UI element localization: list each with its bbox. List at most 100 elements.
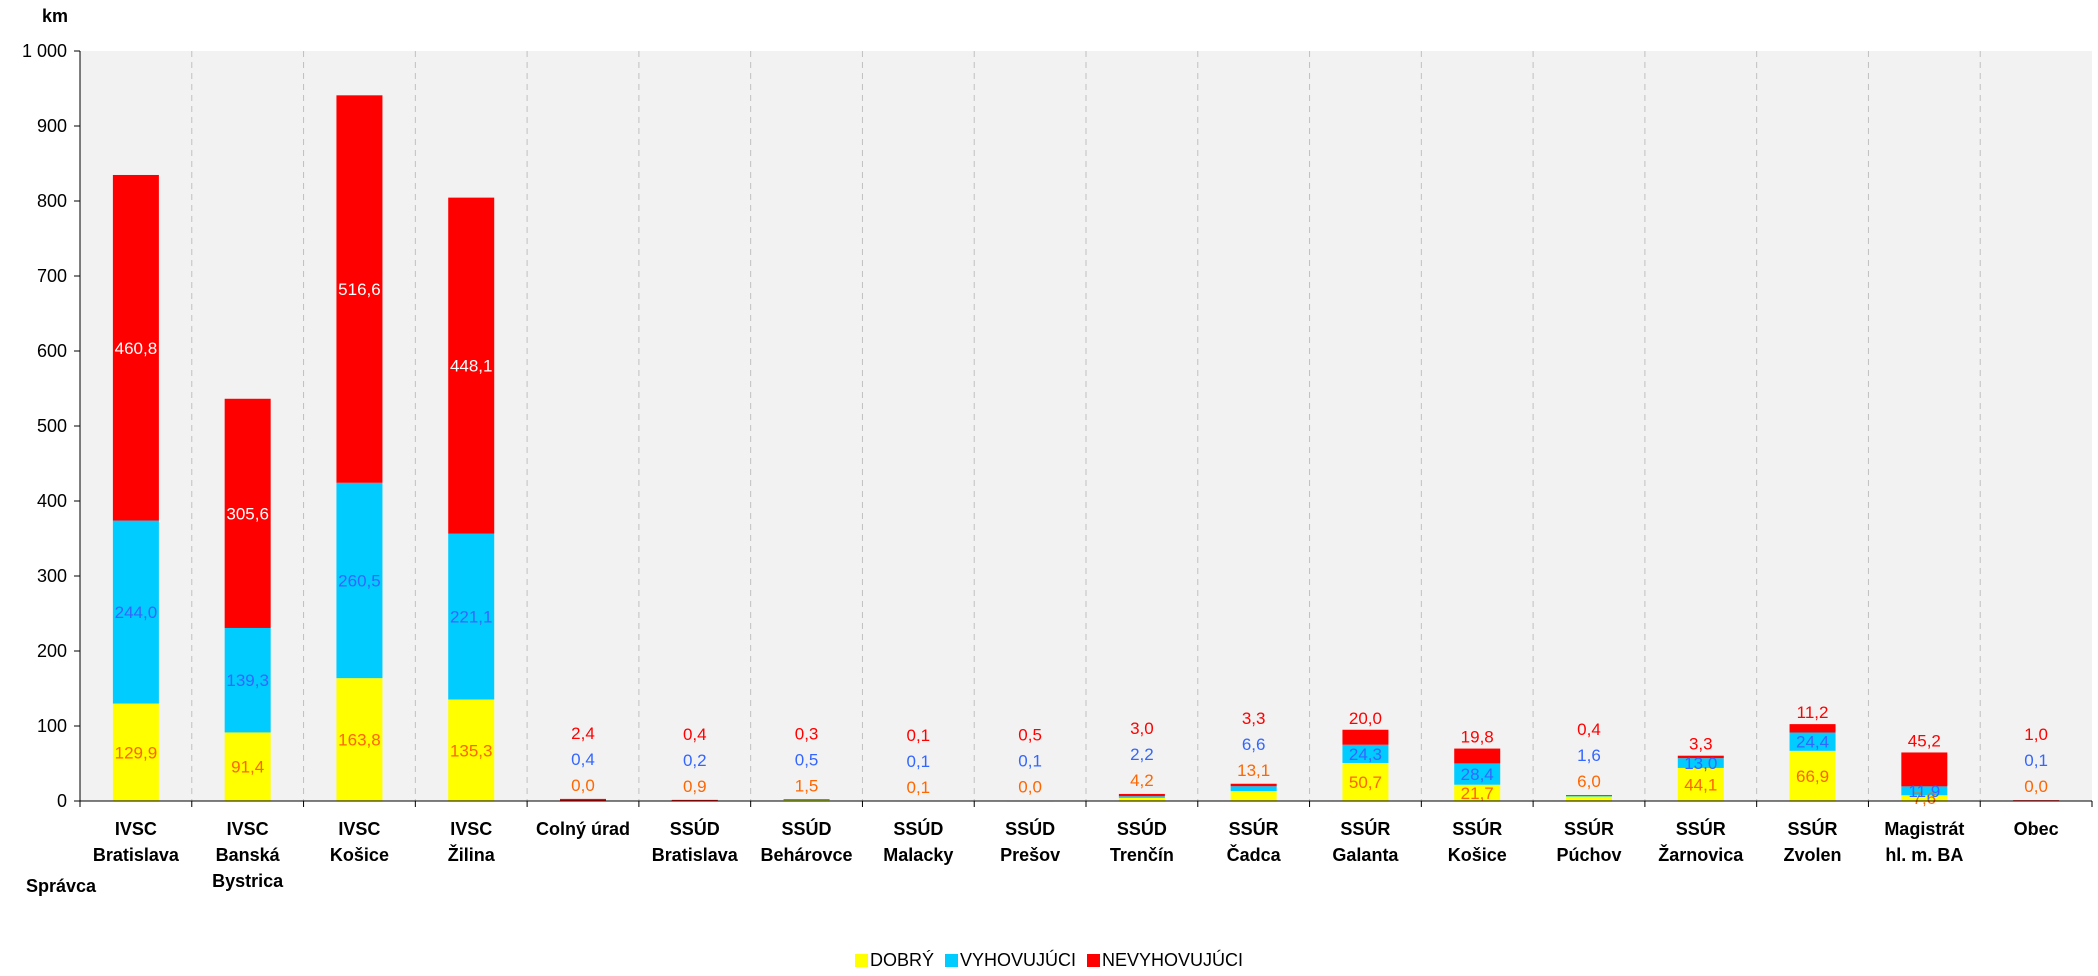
data-labels: 129,9 244,0 460,8 91,4 139,3 305,6 163,8 260,5 5… (115, 280, 2048, 808)
legend-item-vyhovujuci: VYHOVUJÚCI (944, 950, 1076, 970)
category-label-line: Behárovce (761, 845, 853, 865)
bar-nevyhovujuci-magistrat-hl-m-ba (1901, 752, 1948, 787)
data-label-nevyhovujuci: 3,3 (1689, 735, 1713, 754)
category-label-line: SSÚD (782, 818, 832, 839)
data-label-dobry: 129,9 (115, 743, 158, 762)
legend-swatch-nevyhovujuci (1087, 954, 1101, 967)
category-label-line: Púchov (1556, 845, 1621, 865)
category-label-line: SSÚR (1229, 818, 1279, 839)
bar-dobry-ssud-trencin (1118, 797, 1165, 801)
category-label-line: SSÚR (1340, 818, 1390, 839)
bar-nevyhovujuci-ssur-kosice (1454, 748, 1501, 764)
y-tick-label: 100 (37, 716, 67, 736)
bar-nevyhovujuci-ivsc-bratislava (112, 174, 159, 521)
bar-vyhovujuci-ivsc-banska-bystrica (224, 627, 271, 733)
category-label-line: SSÚD (1117, 818, 1167, 839)
category-label-line: Prešov (1000, 845, 1060, 865)
category-label-ssud-bratislava: SSÚD Bratislava (652, 818, 739, 865)
y-tick-label: 600 (37, 341, 67, 361)
bar-dobry-magistrat-hl-m-ba (1901, 795, 1948, 801)
category-label-ssur-kosice: SSÚR Košice (1448, 818, 1507, 865)
data-label-nevyhovujuci: 0,3 (795, 724, 819, 743)
category-label-ivsc-kosice: IVSC Košice (330, 819, 389, 865)
category-label-line: SSÚR (1788, 818, 1838, 839)
category-label-line: Žilina (448, 844, 496, 865)
data-label-nevyhovujuci: 0,1 (907, 726, 931, 745)
category-label-ssud-beharovce: SSÚD Behárovce (761, 818, 853, 865)
data-label-vyhovujuci: 0,1 (1018, 752, 1042, 771)
bar-dobry-ivsc-banska-bystrica (224, 732, 271, 801)
category-label-ssud-trencin: SSÚD Trenčín (1110, 818, 1174, 865)
data-label-vyhovujuci: 221,1 (450, 608, 493, 627)
data-label-vyhovujuci: 139,3 (226, 671, 269, 690)
bar-vyhovujuci-ssur-galanta (1342, 744, 1389, 763)
data-label-dobry: 21,7 (1461, 784, 1494, 803)
category-label-ssud-malacky: SSÚD Malacky (883, 818, 953, 865)
data-label-dobry: 6,0 (1577, 772, 1601, 791)
y-tick-label: 0 (57, 791, 67, 811)
grid-lines (191, 51, 1981, 801)
y-tick-label: 500 (37, 416, 67, 436)
bar-vyhovujuci-ivsc-zilina (448, 533, 495, 700)
bar-nevyhovujuci-ssud-beharovce (783, 799, 830, 800)
category-label-line: Košice (330, 845, 389, 865)
bar-vyhovujuci-ssur-puchov (1566, 795, 1612, 797)
category-label-ivsc-bratislava: IVSC Bratislava (93, 819, 180, 865)
category-label-line: Košice (1448, 845, 1507, 865)
category-label-ivsc-zilina: IVSC Žilina (448, 819, 496, 865)
y-tick-label: 200 (37, 641, 67, 661)
category-label-line: Bratislava (93, 845, 180, 865)
category-label-ssur-zarnovica: SSÚR Žarnovica (1658, 818, 1744, 865)
bar-vyhovujuci-ssur-cadca (1230, 786, 1277, 792)
category-label-line: SSÚD (1005, 818, 1055, 839)
bar-dobry-ssur-cadca (1230, 791, 1277, 801)
data-label-vyhovujuci: 0,1 (907, 752, 931, 771)
category-label-ssud-presov: SSÚD Prešov (1000, 818, 1060, 865)
legend: DOBRÝ VYHOVUJÚCI NEVYHOVUJÚCI (0, 950, 2098, 970)
data-label-nevyhovujuci: 0,4 (1577, 720, 1601, 739)
data-label-dobry: 4,2 (1130, 771, 1154, 790)
data-label-vyhovujuci: 11,9 (1908, 782, 1940, 801)
data-label-dobry: 0,0 (1018, 778, 1042, 797)
bars (112, 95, 2060, 802)
data-label-vyhovujuci: 0,2 (683, 751, 707, 770)
category-label-line: Bystrica (212, 871, 284, 891)
data-label-nevyhovujuci: 45,2 (1908, 731, 1941, 750)
category-label-line: Žarnovica (1658, 844, 1744, 865)
data-label-nevyhovujuci: 2,4 (571, 724, 595, 743)
category-label-line: IVSC (227, 819, 269, 839)
category-label-line: IVSC (115, 819, 157, 839)
data-label-nevyhovujuci: 3,0 (1130, 719, 1154, 738)
data-label-nevyhovujuci: 448,1 (450, 357, 493, 376)
y-axis-title: km (42, 6, 68, 26)
bar-vyhovujuci-ssur-kosice (1454, 763, 1501, 785)
category-label-obec: Obec (2014, 819, 2059, 839)
data-label-nevyhovujuci: 0,4 (683, 725, 707, 744)
data-label-vyhovujuci: 13,0 (1684, 754, 1717, 773)
category-label-line: SSÚD (670, 818, 720, 839)
data-label-nevyhovujuci: 19,8 (1461, 728, 1494, 747)
data-label-vyhovujuci: 0,5 (795, 750, 819, 769)
data-label-nevyhovujuci: 460,8 (115, 339, 158, 358)
legend-item-dobry: DOBRÝ (854, 950, 934, 970)
data-label-dobry: 1,5 (795, 776, 819, 795)
category-label-line: Obec (2014, 819, 2059, 839)
category-label-ssur-galanta: SSÚR Galanta (1332, 818, 1399, 865)
bar-vyhovujuci-ivsc-bratislava (112, 520, 159, 704)
bar-dobry-ssur-puchov (1566, 796, 1612, 801)
bar-dobry-ivsc-kosice (336, 678, 383, 801)
data-label-dobry: 66,9 (1796, 767, 1829, 786)
data-label-dobry: 135,3 (450, 741, 493, 760)
bar-nevyhovujuci-ssur-zarnovica (1677, 755, 1724, 759)
legend-swatch-vyhovujuci (944, 954, 958, 967)
bar-dobry-ssur-kosice (1454, 784, 1501, 801)
category-label-line: Čadca (1227, 844, 1282, 865)
data-label-dobry: 0,0 (2024, 777, 2048, 796)
category-label-ssur-puchov: SSÚR Púchov (1556, 818, 1621, 865)
bar-dobry-ivsc-bratislava (112, 703, 159, 801)
bar-vyhovujuci-ivsc-kosice (336, 482, 383, 679)
category-label-line: IVSC (450, 819, 492, 839)
category-label-line: Zvolen (1784, 845, 1842, 865)
data-label-dobry: 7,6 (1913, 789, 1937, 808)
x-categories: IVSC Bratislava IVSC Banská Bystrica IVSC Koši… (93, 818, 2059, 891)
